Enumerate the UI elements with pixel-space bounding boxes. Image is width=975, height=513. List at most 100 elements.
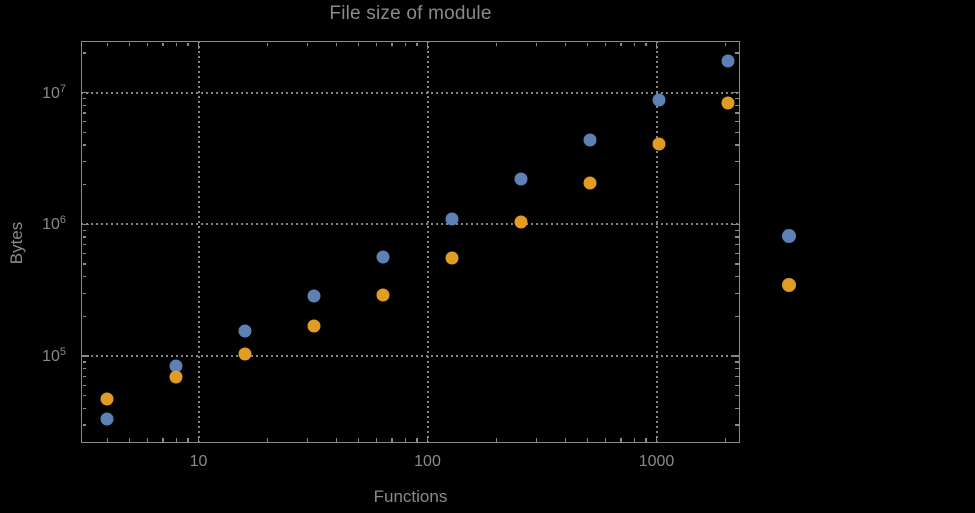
- x-minor-tick-top: [605, 42, 607, 46]
- x-minor-tick: [645, 438, 647, 442]
- y-minor-tick: [82, 407, 86, 410]
- legend-marker-series-2-orange: [782, 278, 796, 292]
- y-minor-tick-right: [735, 375, 739, 378]
- data-point-series-2-orange: [652, 137, 666, 151]
- x-gridline: [197, 41, 200, 443]
- y-minor-tick-right: [735, 160, 739, 163]
- y-minor-tick: [82, 384, 86, 386]
- y-minor-tick: [82, 394, 86, 397]
- x-minor-tick: [391, 438, 393, 442]
- y-major-tick: [82, 223, 89, 225]
- x-minor-tick: [187, 438, 189, 442]
- chart-title: File size of module: [329, 3, 492, 24]
- y-gridline: [81, 223, 740, 226]
- data-point-series-1-blue: [169, 359, 183, 373]
- x-minor-tick-top: [335, 42, 338, 46]
- y-minor-tick: [82, 315, 86, 317]
- y-minor-tick-right: [735, 144, 739, 146]
- x-minor-tick-top: [404, 42, 406, 46]
- y-minor-tick: [82, 252, 86, 255]
- x-minor-tick: [266, 438, 269, 442]
- y-minor-tick-right: [735, 407, 739, 410]
- y-minor-tick: [82, 121, 86, 123]
- data-point-series-2-orange: [583, 176, 597, 190]
- x-minor-tick-top: [266, 42, 269, 46]
- x-minor-tick-top: [495, 42, 498, 46]
- y-minor-tick-right: [735, 292, 739, 294]
- data-point-series-1-blue: [652, 93, 666, 107]
- x-minor-tick-top: [620, 42, 622, 46]
- y-minor-tick: [82, 144, 86, 146]
- y-minor-tick: [82, 263, 86, 265]
- y-minor-tick-right: [735, 315, 739, 317]
- x-tick-label: 100: [414, 453, 441, 470]
- y-minor-tick: [82, 229, 86, 231]
- y-minor-tick: [82, 97, 86, 100]
- x-minor-tick-top: [391, 42, 393, 46]
- y-minor-tick: [82, 112, 86, 114]
- y-minor-tick-right: [735, 384, 739, 386]
- x-minor-tick: [416, 438, 418, 442]
- data-point-series-2-orange: [307, 319, 321, 333]
- x-minor-tick: [404, 438, 406, 442]
- x-minor-tick-top: [147, 42, 149, 46]
- data-point-series-1-blue: [376, 250, 390, 264]
- x-minor-tick-top: [564, 42, 567, 46]
- x-minor-tick-top: [187, 42, 189, 46]
- data-point-series-1-blue: [583, 133, 597, 147]
- x-minor-tick-top: [586, 42, 589, 46]
- y-minor-tick: [82, 361, 86, 363]
- y-minor-tick-right: [735, 244, 739, 246]
- x-minor-tick: [536, 438, 538, 442]
- x-minor-tick: [586, 438, 589, 442]
- x-minor-tick-top: [376, 42, 378, 46]
- y-minor-tick: [82, 131, 86, 133]
- x-axis-label: Functions: [373, 487, 448, 506]
- y-minor-tick: [82, 52, 86, 54]
- x-minor-tick-top: [128, 42, 131, 46]
- y-minor-tick-right: [735, 229, 739, 231]
- x-minor-tick: [724, 438, 727, 442]
- y-minor-tick: [82, 244, 86, 246]
- x-minor-tick: [495, 438, 498, 442]
- y-major-tick: [82, 355, 89, 357]
- y-minor-tick: [82, 276, 86, 278]
- x-minor-tick-top: [645, 42, 647, 46]
- y-minor-tick-right: [735, 252, 739, 255]
- y-gridline: [81, 91, 740, 94]
- x-minor-tick-top: [536, 42, 538, 46]
- y-minor-tick-right: [735, 368, 739, 370]
- x-major-tick: [655, 435, 658, 442]
- data-point-series-1-blue: [100, 412, 114, 426]
- x-minor-tick: [162, 438, 164, 442]
- x-major-tick-top: [655, 42, 658, 49]
- x-minor-tick: [147, 438, 149, 442]
- x-minor-tick: [633, 438, 635, 442]
- y-minor-tick-right: [735, 263, 739, 265]
- y-minor-tick-right: [735, 97, 739, 100]
- y-major-tick-right: [732, 223, 739, 225]
- plot-area: [81, 41, 740, 443]
- y-major-tick: [82, 91, 89, 94]
- x-minor-tick: [564, 438, 567, 442]
- x-minor-tick-top: [724, 42, 727, 46]
- data-point-series-2-orange: [445, 251, 459, 265]
- data-point-series-2-orange: [100, 392, 114, 406]
- x-gridline: [655, 41, 658, 443]
- data-point-series-2-orange: [376, 288, 390, 302]
- x-minor-tick-top: [162, 42, 164, 46]
- y-minor-tick-right: [735, 104, 739, 106]
- x-minor-tick: [357, 438, 360, 442]
- y-minor-tick-right: [735, 112, 739, 114]
- x-minor-tick: [376, 438, 378, 442]
- y-minor-tick: [82, 424, 86, 426]
- x-minor-tick-top: [416, 42, 418, 46]
- y-tick-label: 105: [42, 345, 66, 366]
- data-point-series-1-blue: [514, 172, 528, 186]
- data-point-series-2-orange: [238, 347, 252, 361]
- y-minor-tick-right: [735, 236, 739, 238]
- x-minor-tick: [175, 438, 177, 442]
- x-gridline: [426, 41, 429, 443]
- x-minor-tick-top: [106, 42, 109, 46]
- y-minor-tick: [82, 184, 86, 186]
